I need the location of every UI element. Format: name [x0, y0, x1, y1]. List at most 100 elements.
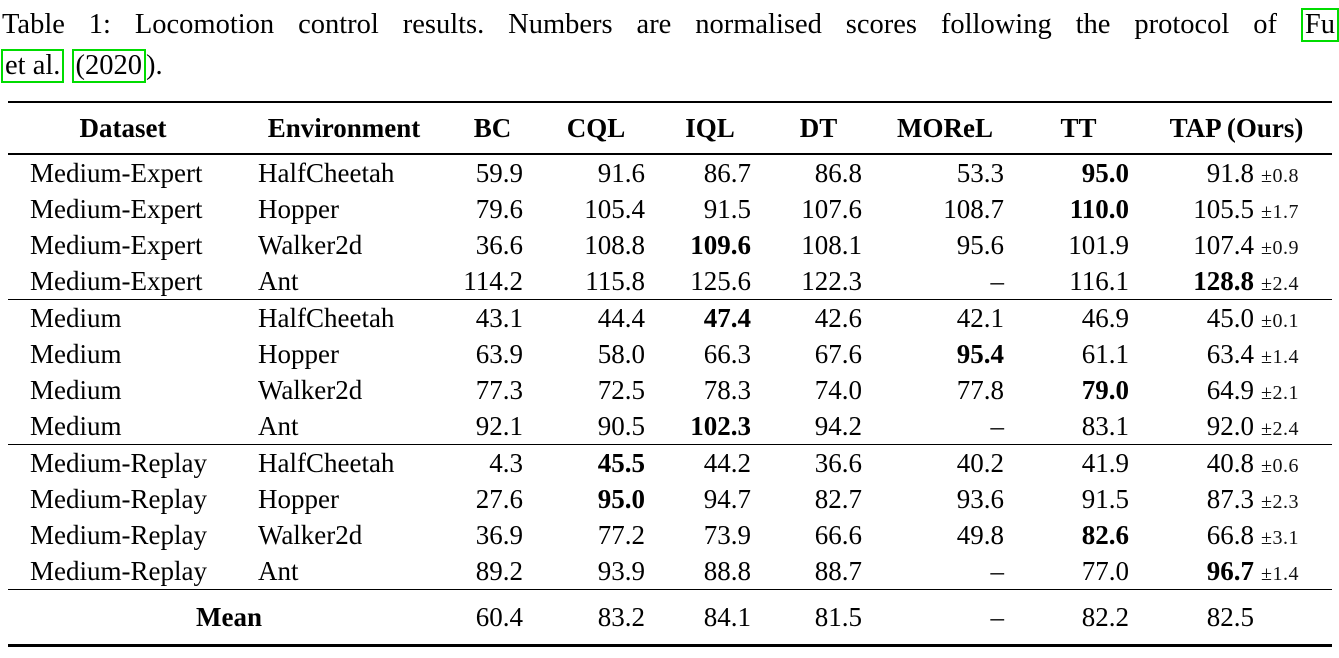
table-row: Medium Hopper 63.9 58.0 66.3 67.6 95.4 6… — [8, 336, 1332, 372]
score-cell-cql: 91.6 — [597, 157, 645, 188]
dataset-cell: Medium — [8, 299, 238, 336]
tap-value: 91.8 — [1206, 157, 1254, 188]
score-cell-cql: 95.0 — [597, 483, 645, 514]
score-cell-tt: 91.5 — [1081, 483, 1129, 514]
score-cell-cql: 108.8 — [584, 229, 645, 260]
score-cell-tap: 64.9 ±2.1 — [1141, 372, 1332, 408]
tap-value: 40.8 — [1206, 447, 1254, 478]
tap-value: 128.8 — [1193, 265, 1254, 296]
score-cell-cql: 58.0 — [597, 338, 645, 369]
dataset-cell: Medium-Expert — [30, 157, 203, 188]
column-header-dt: DT — [763, 102, 874, 155]
score-cell-iql: 109.6 — [690, 229, 751, 260]
score-cell-tt: 116.1 — [1069, 265, 1129, 296]
table-row: Medium-Replay Walker2d 36.9 77.2 73.9 66… — [8, 517, 1332, 553]
tap-value: 107.4 — [1193, 229, 1254, 260]
score-cell-tt: 101.9 — [1068, 229, 1129, 260]
mean-cell-iql: 84.1 — [657, 589, 763, 646]
table-row: Medium-Expert Ant 114.2 115.8 125.6 122.… — [8, 263, 1332, 300]
tap-stddev: ±0.1 — [1261, 309, 1299, 332]
score-cell-dt: 94.2 — [814, 410, 862, 441]
score-cell-dt: 74.0 — [814, 374, 862, 405]
tap-value: 92.0 — [1206, 410, 1254, 441]
environment-cell: Walker2d — [258, 519, 363, 550]
caption-line-2: et al. (2020). — [0, 45, 1339, 86]
score-cell-tap: 91.8 ±0.8 — [1141, 154, 1332, 191]
mean-cell-morel: – — [874, 589, 1016, 646]
column-header-tap: TAP (Ours) — [1141, 102, 1332, 155]
score-cell-morel: 95.6 — [956, 229, 1004, 260]
table-row: Medium-Expert Hopper 79.6 105.4 91.5 107… — [8, 191, 1332, 227]
environment-cell: Hopper — [258, 483, 339, 514]
tap-stddev: ±2.4 — [1261, 417, 1299, 440]
tap-value: 82.5 — [1206, 601, 1254, 632]
citation-link-year[interactable]: (2020 — [71, 49, 147, 83]
score-cell-tap: 105.5 ±1.7 — [1141, 191, 1332, 227]
table-row: Medium-Replay Hopper 27.6 95.0 94.7 82.7… — [8, 481, 1332, 517]
environment-cell: HalfCheetah — [238, 444, 450, 481]
score-cell-morel: 77.8 — [956, 374, 1004, 405]
score-cell-cql: 90.5 — [597, 410, 645, 441]
score-cell-bc: 79.6 — [475, 193, 523, 224]
score-cell-dt: 36.6 — [763, 444, 874, 481]
score-cell-tt: 95.0 — [1081, 157, 1129, 188]
score-cell-tap: 92.0 ±2.4 — [1141, 408, 1332, 445]
score-cell-tt: 110.0 — [1069, 193, 1129, 224]
dataset-cell: Medium — [30, 374, 122, 405]
score-cell-cql: 93.9 — [597, 555, 645, 586]
citation-link-fu[interactable]: Fu — [1300, 8, 1339, 42]
tap-stddev: ±2.4 — [1261, 272, 1299, 295]
score-cell-cql: 44.4 — [535, 299, 657, 336]
score-cell-iql: 125.6 — [690, 265, 751, 296]
score-cell-cql: 77.2 — [597, 519, 645, 550]
score-cell-bc: 43.1 — [450, 299, 535, 336]
dataset-cell: Medium-Replay — [30, 555, 207, 586]
score-cell-cql: 45.5 — [535, 444, 657, 481]
tap-value: 63.4 — [1206, 338, 1254, 369]
caption-line-1: Table 1: Locomotion control results. Num… — [0, 4, 1339, 45]
tap-stddev: ±0.9 — [1261, 236, 1299, 259]
mean-label: Mean — [8, 589, 450, 646]
tap-value: 87.3 — [1206, 483, 1254, 514]
citation-link-etal[interactable]: et al. — [1, 49, 65, 83]
environment-cell: HalfCheetah — [238, 299, 450, 336]
score-cell-morel: 93.6 — [956, 483, 1004, 514]
table-row: Medium-Expert Walker2d 36.6 108.8 109.6 … — [8, 227, 1332, 263]
table-row: Medium HalfCheetah 43.1 44.4 47.4 42.6 4… — [8, 299, 1332, 336]
score-cell-bc: 63.9 — [475, 338, 523, 369]
table-row: Medium Walker2d 77.3 72.5 78.3 74.0 77.8… — [8, 372, 1332, 408]
score-cell-dt: 108.1 — [801, 229, 862, 260]
score-cell-bc: 114.2 — [463, 265, 523, 296]
environment-cell: Ant — [258, 265, 299, 296]
score-cell-tap: 128.8 ±2.4 — [1141, 263, 1332, 300]
column-header-dataset: Dataset — [8, 102, 238, 155]
tap-value: 96.7 — [1206, 555, 1254, 586]
score-cell-cql: 72.5 — [597, 374, 645, 405]
tap-stddev: ±1.7 — [1261, 200, 1299, 223]
score-cell-cql: 105.4 — [584, 193, 645, 224]
score-cell-bc: 4.3 — [450, 444, 535, 481]
score-cell-tt: 46.9 — [1016, 299, 1141, 336]
environment-cell: Ant — [258, 410, 299, 441]
tap-stddev: ±2.3 — [1261, 490, 1299, 513]
environment-cell: Walker2d — [258, 374, 363, 405]
dataset-cell: Medium — [30, 410, 122, 441]
score-cell-iql: 66.3 — [703, 338, 751, 369]
tap-value: 66.8 — [1206, 519, 1254, 550]
table-header: Dataset Environment BC CQL IQL DT MOReL … — [8, 102, 1332, 155]
column-header-tt: TT — [1016, 102, 1141, 155]
dataset-cell: Medium-Replay — [30, 519, 207, 550]
score-cell-bc: 89.2 — [475, 555, 523, 586]
score-cell-iql: 102.3 — [690, 410, 751, 441]
dataset-cell: Medium-Expert — [30, 193, 203, 224]
results-table: Dataset Environment BC CQL IQL DT MOReL … — [8, 101, 1332, 647]
score-cell-dt: 82.7 — [814, 483, 862, 514]
score-cell-cql: 115.8 — [585, 265, 645, 296]
score-cell-morel: – — [990, 555, 1005, 586]
column-header-iql: IQL — [657, 102, 763, 155]
tap-value: 45.0 — [1206, 302, 1254, 333]
tap-value: 64.9 — [1206, 374, 1254, 405]
score-cell-tt: 61.1 — [1081, 338, 1129, 369]
dataset-cell: Medium-Expert — [30, 265, 203, 296]
